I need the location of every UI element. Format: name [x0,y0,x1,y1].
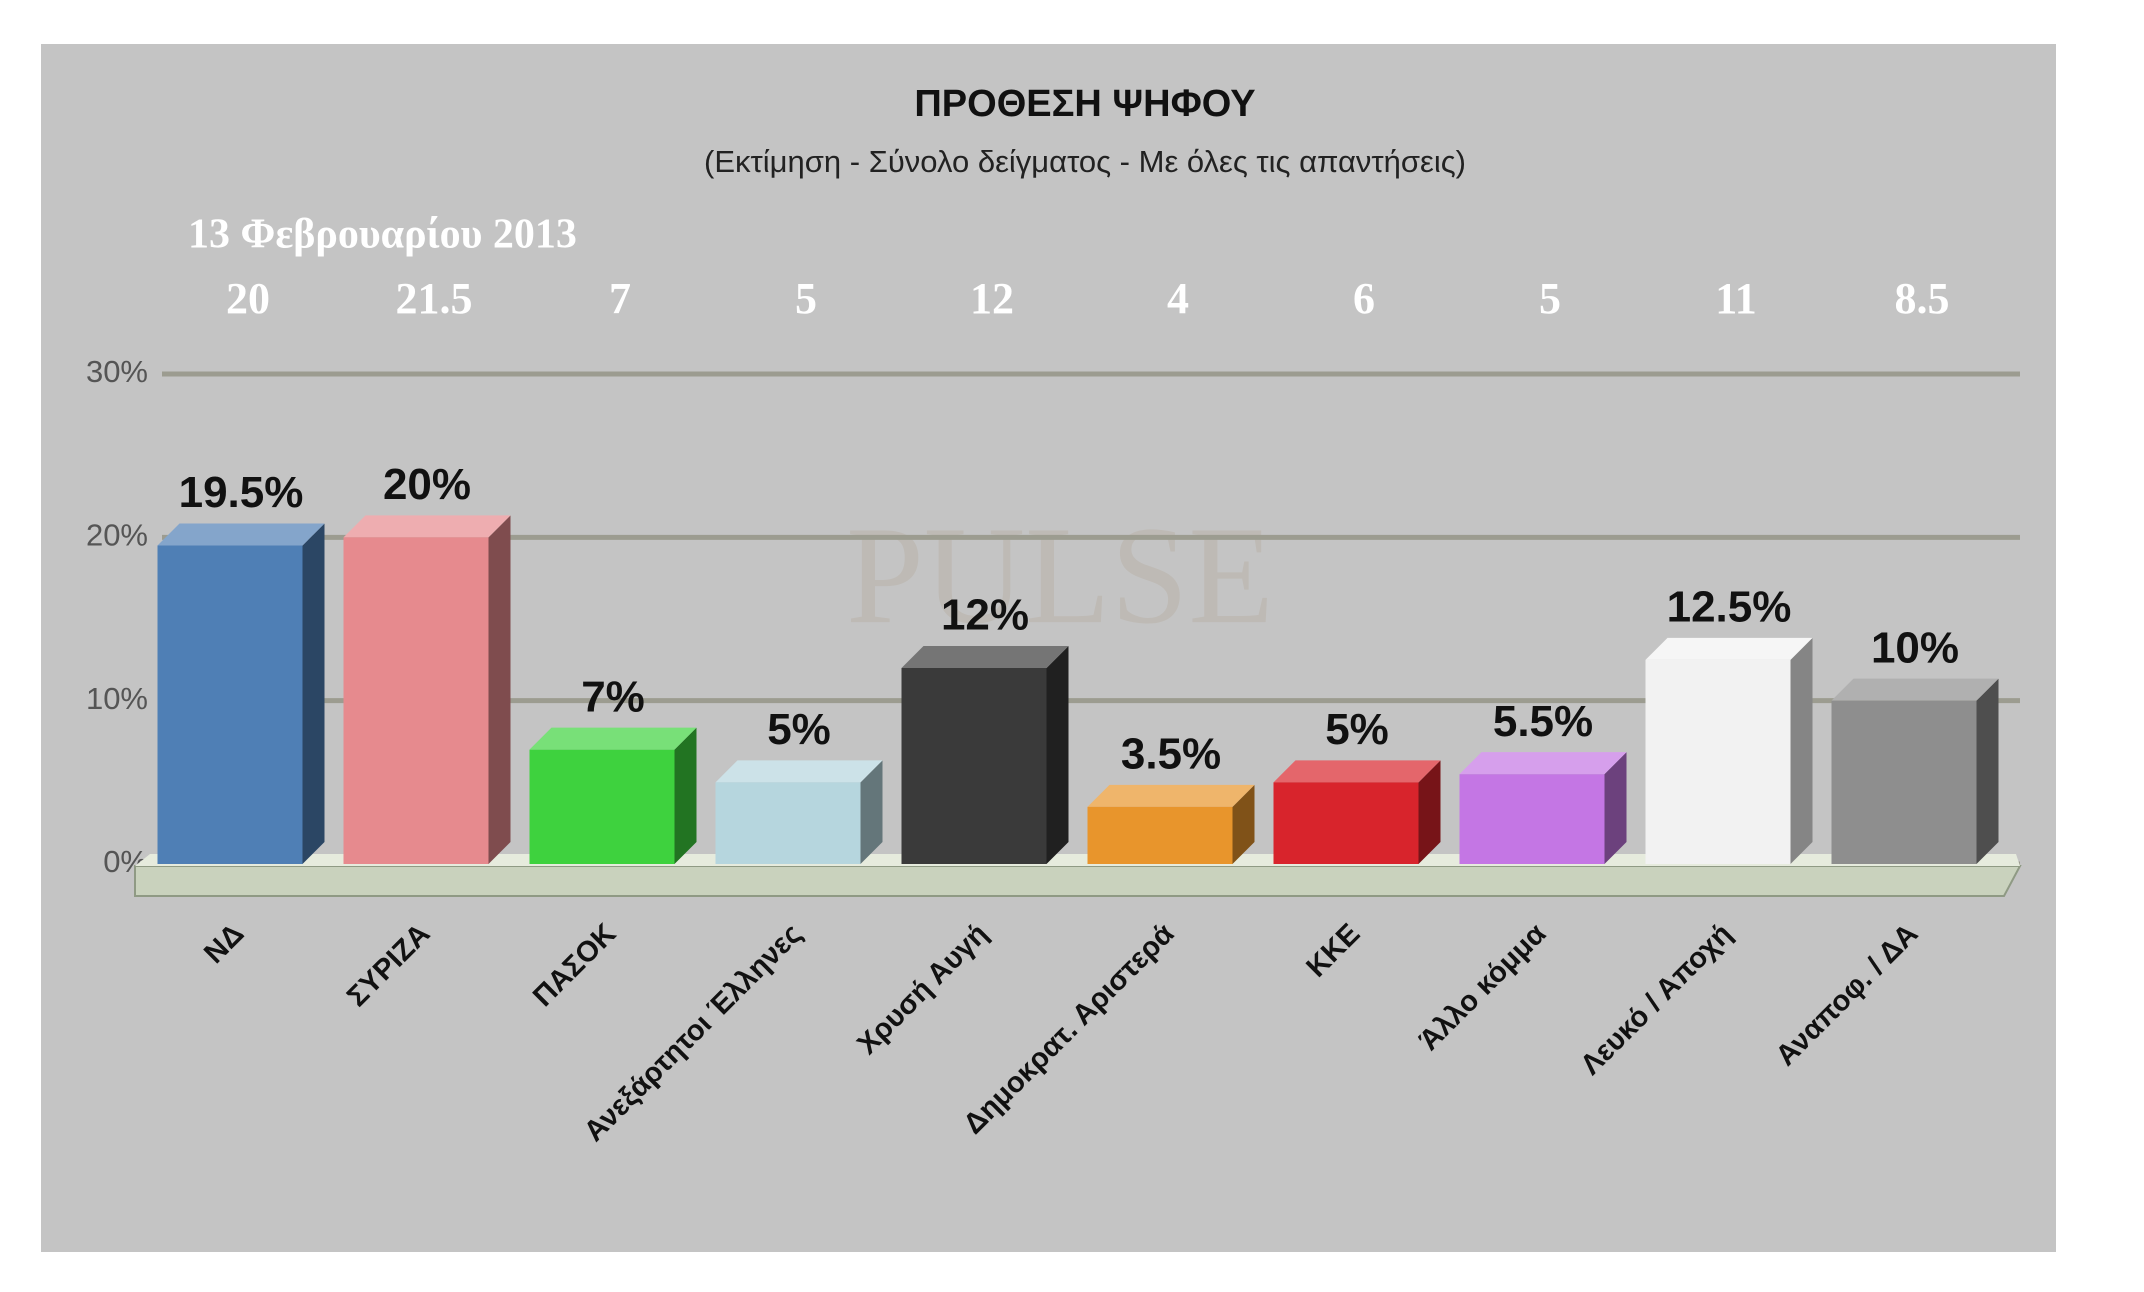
bar-side [674,727,697,864]
bar [1459,774,1605,864]
y-tick-label: 30% [86,354,148,389]
comparison-value: 21.5 [396,274,473,323]
bar-top [1459,752,1627,775]
value-label: 10% [1871,623,1959,672]
bar [529,749,675,864]
bar-top [1831,678,1999,701]
bar-side [488,515,511,864]
comparison-value: 8.5 [1895,274,1950,323]
bar-top [1645,637,1813,660]
comparison-label: 13 Φεβρουαρίου 2013 [188,212,577,258]
comparison-value: 7 [609,274,631,323]
value-label: 7% [581,672,645,721]
comparison-value: 11 [1715,274,1757,323]
value-label: 5.5% [1493,697,1593,746]
bar [715,782,861,864]
bar-top [1087,784,1255,807]
chart-subtitle: (Εκτίμηση - Σύνολο δείγματος - Με όλες τ… [704,144,1466,179]
value-label: 5% [767,705,831,754]
bar [1831,700,1977,864]
bar-side [1418,760,1441,864]
value-label: 12% [941,591,1029,640]
bar [901,668,1047,864]
bar-side [1232,784,1255,864]
comparison-value: 5 [795,274,817,323]
comparison-value: 20 [226,274,270,323]
bar-side [860,760,883,864]
bar-top [343,515,511,538]
value-label: 3.5% [1121,729,1221,778]
watermark: PULSE [846,498,1274,653]
bar-top [1273,760,1441,783]
value-label: 5% [1325,705,1389,754]
value-label: 12.5% [1667,582,1792,631]
bar-side [1604,752,1627,864]
bar-top [157,523,325,546]
y-tick-label: 20% [86,518,148,553]
bar-side [302,523,325,864]
comparison-value: 12 [970,274,1014,323]
bar-top [529,727,697,750]
bar [157,545,303,864]
value-label: 20% [383,460,471,509]
bar-side [1976,678,1999,864]
bar-top [715,760,883,783]
bar-top [901,646,1069,668]
comparison-value: 5 [1539,274,1561,323]
comparison-value: 6 [1353,274,1375,323]
chart-title: ΠΡΟΘΕΣΗ ΨΗΦΟΥ [914,83,1255,125]
comparison-value: 4 [1167,274,1189,323]
bar [1273,782,1419,864]
y-tick-label: 10% [86,681,148,716]
bar [343,537,489,864]
bar-side [1046,646,1069,864]
floor [134,865,2022,897]
bar [1087,806,1233,864]
bar [1645,659,1791,864]
bar-side [1790,637,1813,864]
value-label: 19.5% [179,468,304,517]
